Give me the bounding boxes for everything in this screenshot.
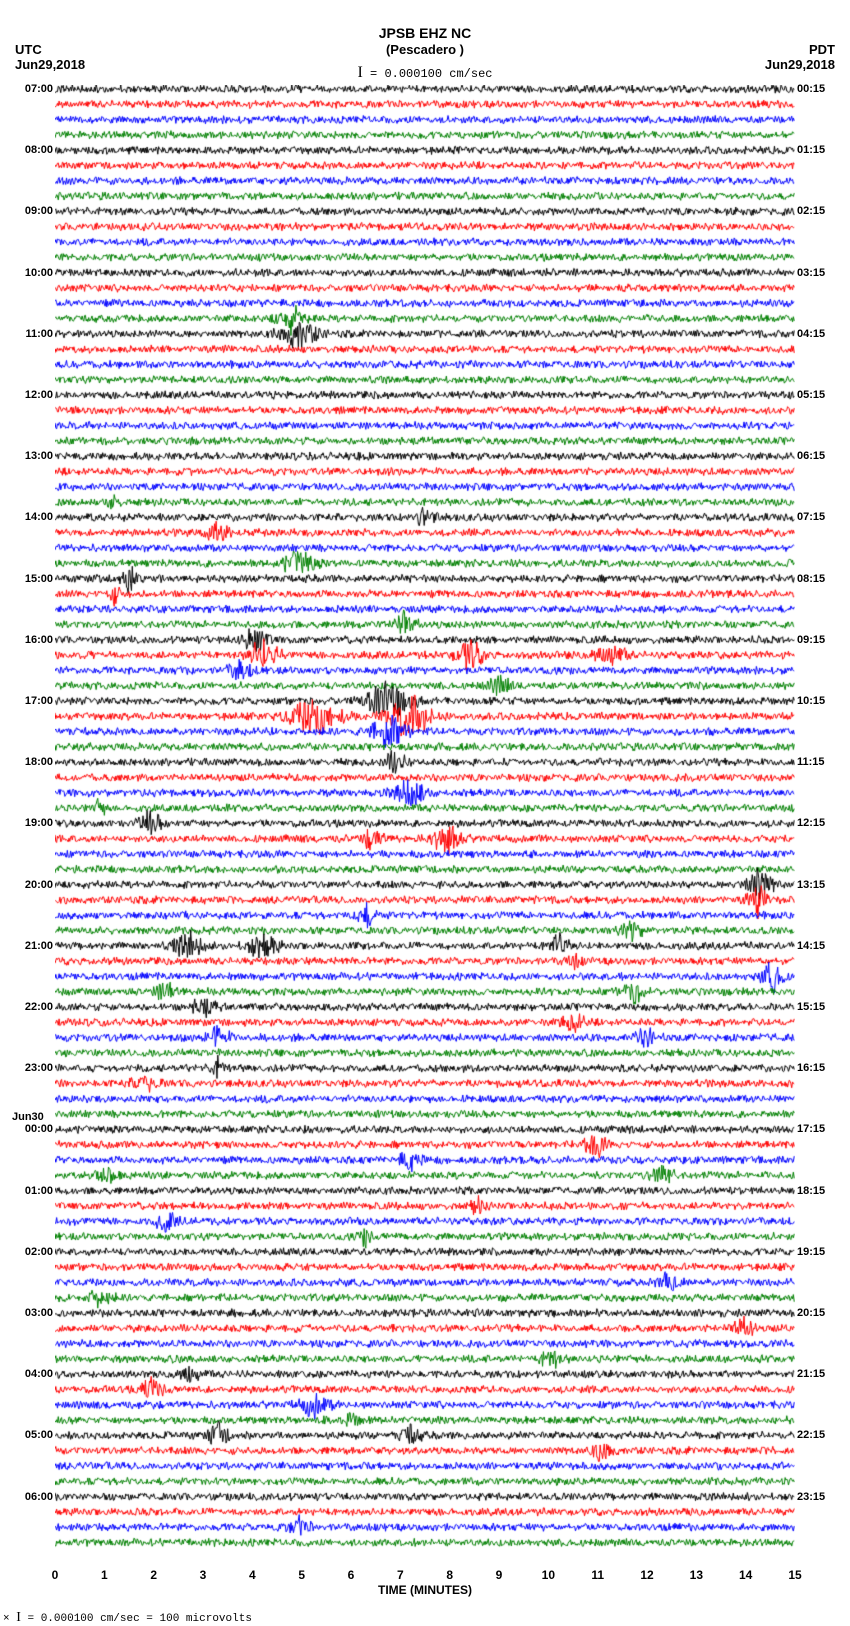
utc-hour-label: 11:00 <box>13 328 53 340</box>
utc-hour-label: 14:00 <box>13 511 53 523</box>
pdt-hour-label: 00:15 <box>797 83 837 95</box>
utc-hour-label: 05:00 <box>13 1429 53 1441</box>
pdt-hour-label: 17:15 <box>797 1123 837 1135</box>
utc-hour-label: 04:00 <box>13 1368 53 1380</box>
x-tick-label: 8 <box>446 1568 453 1582</box>
pdt-hour-label: 12:15 <box>797 817 837 829</box>
scale-text: = 0.000100 cm/sec <box>370 67 492 81</box>
x-tick-label: 9 <box>496 1568 503 1582</box>
utc-hour-label: 17:00 <box>13 695 53 707</box>
utc-hour-label: 00:00 <box>13 1123 53 1135</box>
pdt-hour-label: 18:15 <box>797 1185 837 1197</box>
utc-hour-label: 13:00 <box>13 450 53 462</box>
x-axis-title: TIME (MINUTES) <box>0 1583 850 1597</box>
pdt-hour-label: 14:15 <box>797 940 837 952</box>
pdt-hour-label: 15:15 <box>797 1001 837 1013</box>
pdt-hour-label: 03:15 <box>797 267 837 279</box>
pdt-hour-label: 19:15 <box>797 1246 837 1258</box>
utc-hour-label: 10:00 <box>13 267 53 279</box>
x-tick-label: 2 <box>150 1568 157 1582</box>
pdt-hour-label: 23:15 <box>797 1491 837 1503</box>
date-left: Jun29,2018 <box>15 57 85 72</box>
pdt-hour-label: 05:15 <box>797 389 837 401</box>
pdt-hour-label: 21:15 <box>797 1368 837 1380</box>
utc-hour-label: 02:00 <box>13 1246 53 1258</box>
x-tick-label: 4 <box>249 1568 256 1582</box>
tz-left: UTC <box>15 42 42 57</box>
x-tick-label: 1 <box>101 1568 108 1582</box>
x-tick-label: 14 <box>739 1568 752 1582</box>
utc-hour-label: 16:00 <box>13 634 53 646</box>
utc-hour-label: 12:00 <box>13 389 53 401</box>
utc-hour-label: 07:00 <box>13 83 53 95</box>
pdt-hour-label: 09:15 <box>797 634 837 646</box>
utc-hour-label: 22:00 <box>13 1001 53 1013</box>
pdt-hour-label: 22:15 <box>797 1429 837 1441</box>
x-tick-label: 10 <box>542 1568 555 1582</box>
footer-scale-note: × I = 0.000100 cm/sec = 100 microvolts <box>3 1610 252 1626</box>
tz-right: PDT <box>809 42 835 57</box>
pdt-hour-label: 10:15 <box>797 695 837 707</box>
date-break-label: Jun30 <box>12 1111 44 1123</box>
seismogram-plot <box>55 85 795 1555</box>
pdt-hour-label: 20:15 <box>797 1307 837 1319</box>
utc-hour-label: 03:00 <box>13 1307 53 1319</box>
utc-hour-label: 20:00 <box>13 879 53 891</box>
pdt-hour-label: 08:15 <box>797 573 837 585</box>
pdt-hour-label: 11:15 <box>797 756 837 768</box>
pdt-hour-label: 06:15 <box>797 450 837 462</box>
x-tick-label: 3 <box>200 1568 207 1582</box>
x-tick-label: 5 <box>298 1568 305 1582</box>
utc-hour-label: 01:00 <box>13 1185 53 1197</box>
x-tick-label: 0 <box>52 1568 59 1582</box>
utc-hour-label: 19:00 <box>13 817 53 829</box>
utc-hour-label: 06:00 <box>13 1491 53 1503</box>
x-tick-label: 15 <box>788 1568 801 1582</box>
utc-hour-label: 23:00 <box>13 1062 53 1074</box>
utc-hour-label: 08:00 <box>13 144 53 156</box>
pdt-hour-label: 04:15 <box>797 328 837 340</box>
x-tick-label: 13 <box>690 1568 703 1582</box>
x-tick-label: 11 <box>591 1568 604 1582</box>
pdt-hour-label: 16:15 <box>797 1062 837 1074</box>
date-right: Jun29,2018 <box>765 57 835 72</box>
x-tick-label: 12 <box>640 1568 653 1582</box>
pdt-hour-label: 01:15 <box>797 144 837 156</box>
utc-hour-label: 09:00 <box>13 205 53 217</box>
utc-hour-label: 21:00 <box>13 940 53 952</box>
utc-hour-label: 18:00 <box>13 756 53 768</box>
scale-bar-symbol: I <box>358 64 363 81</box>
station-title: JPSB EHZ NC <box>0 25 850 41</box>
location-subtitle: (Pescadero ) <box>0 42 850 57</box>
x-tick-label: 6 <box>348 1568 355 1582</box>
pdt-hour-label: 07:15 <box>797 511 837 523</box>
scale-label: I = 0.000100 cm/sec <box>0 64 850 82</box>
utc-hour-label: 15:00 <box>13 573 53 585</box>
x-tick-label: 7 <box>397 1568 404 1582</box>
pdt-hour-label: 02:15 <box>797 205 837 217</box>
pdt-hour-label: 13:15 <box>797 879 837 891</box>
